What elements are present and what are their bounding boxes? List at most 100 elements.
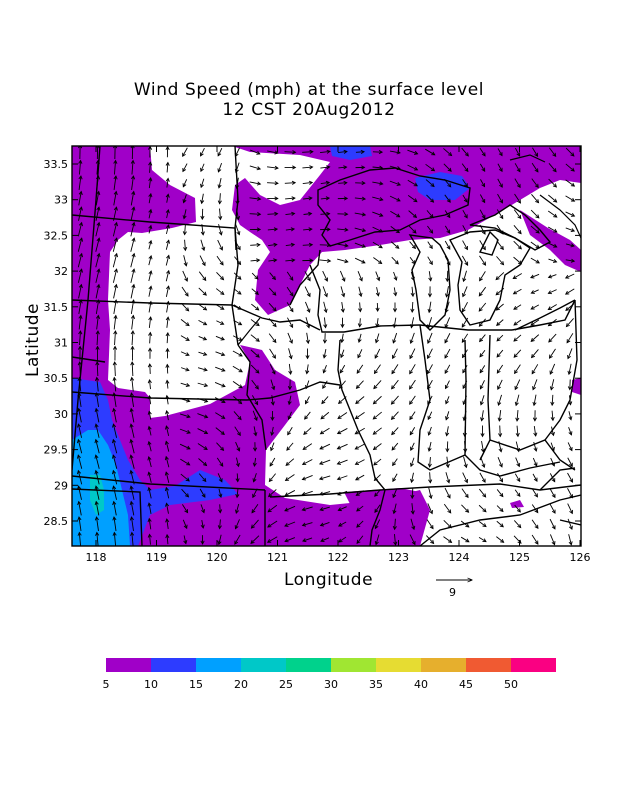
- legend-swatch: [106, 658, 151, 672]
- wind-vector-head: [322, 354, 327, 359]
- wind-vector-head: [547, 274, 553, 279]
- wind-vector-head: [235, 462, 240, 468]
- wind-vector: [497, 178, 503, 188]
- wind-vector: [165, 472, 170, 483]
- wind-vector: [565, 163, 575, 172]
- wind-vector-head: [497, 401, 502, 407]
- wind-vector-head: [289, 339, 293, 344]
- wind-vector: [409, 427, 416, 435]
- wind-vector-head: [165, 518, 170, 523]
- wind-vector: [532, 379, 538, 390]
- wind-vector-head: [411, 540, 416, 546]
- wind-vector: [565, 303, 575, 311]
- wind-vector: [531, 162, 539, 173]
- wind-vector-head: [570, 228, 576, 233]
- wind-vector: [112, 424, 118, 438]
- wind-vector-head: [390, 415, 395, 420]
- wind-vector: [461, 255, 469, 266]
- wind-vector: [461, 317, 469, 328]
- wind-vector-head: [77, 361, 82, 366]
- wind-vector-head: [288, 355, 293, 360]
- wind-vector-head: [482, 246, 486, 251]
- wind-vector: [148, 225, 152, 234]
- wind-vector: [268, 244, 277, 246]
- wind-vector: [216, 255, 224, 266]
- wind-vector: [130, 455, 135, 469]
- wind-vector: [268, 489, 277, 497]
- wind-vector: [166, 194, 169, 203]
- wind-vector: [198, 271, 207, 281]
- wind-vector: [338, 396, 347, 404]
- wind-vector: [443, 503, 452, 514]
- wind-vector: [96, 330, 99, 346]
- wind-vector: [179, 443, 191, 450]
- wind-vector-head: [94, 500, 99, 506]
- legend-swatch: [421, 658, 466, 672]
- wind-vector: [410, 271, 415, 281]
- wind-vector: [479, 224, 486, 235]
- wind-vector: [148, 456, 152, 468]
- wind-vector-head: [482, 523, 487, 528]
- wind-vector-head: [499, 214, 504, 220]
- wind-vector: [339, 364, 346, 374]
- wind-vector: [249, 181, 261, 185]
- wind-vector-head: [301, 476, 306, 481]
- wind-vector: [410, 317, 415, 328]
- wind-vector: [354, 227, 366, 232]
- legend-label: 15: [189, 678, 203, 691]
- wind-vector: [78, 517, 82, 531]
- wind-vector-head: [479, 353, 484, 358]
- wind-vector: [269, 457, 276, 467]
- wind-vector: [77, 470, 83, 485]
- wind-vector-head: [495, 306, 500, 311]
- wind-vector: [443, 148, 452, 156]
- wind-vector: [548, 274, 557, 278]
- wind-vector-head: [129, 454, 134, 459]
- wind-vector: [341, 301, 344, 313]
- wind-vector-head: [284, 523, 289, 527]
- wind-vector: [78, 160, 82, 175]
- wind-vector-head: [344, 259, 349, 264]
- wind-vector: [215, 366, 225, 372]
- wind-vector: [79, 361, 81, 377]
- wind-vector-head: [113, 268, 118, 273]
- wind-vector-head: [94, 516, 99, 521]
- wind-vector: [302, 490, 313, 496]
- wind-vector: [499, 425, 501, 437]
- wind-vector-head: [550, 416, 555, 422]
- wind-vector-head: [254, 275, 259, 280]
- wind-vector: [252, 488, 258, 498]
- wind-vector: [198, 303, 207, 311]
- wind-vector: [166, 209, 169, 219]
- wind-vector-head: [374, 524, 379, 530]
- wind-vector-head: [447, 524, 452, 529]
- wind-vector-head: [570, 258, 576, 263]
- wind-vector-head: [318, 460, 324, 465]
- wind-vector-head: [301, 461, 307, 466]
- wind-vector-head: [355, 492, 360, 496]
- wind-vector-head: [496, 353, 501, 358]
- wind-vector-head: [165, 300, 170, 306]
- wind-vector-head: [234, 540, 239, 545]
- wind-vector-head: [481, 198, 486, 204]
- wind-vector: [550, 379, 555, 390]
- wind-vector: [480, 456, 485, 468]
- wind-vector: [498, 394, 502, 406]
- wind-vector: [233, 288, 242, 295]
- wind-vector-head: [569, 478, 573, 483]
- wind-vector-head: [165, 224, 170, 229]
- wind-vector-head: [534, 152, 539, 158]
- wind-vector-head: [427, 308, 432, 314]
- wind-vector: [320, 150, 330, 154]
- wind-vector: [250, 319, 260, 326]
- wind-vector: [179, 413, 191, 418]
- wind-vector-head: [464, 478, 468, 484]
- wind-vector-head: [221, 367, 226, 372]
- wind-vector: [356, 364, 364, 374]
- wind-vector: [479, 488, 486, 498]
- wind-vector-head: [111, 438, 117, 444]
- wind-vector: [236, 177, 239, 189]
- wind-vector: [215, 288, 225, 295]
- wind-vector: [77, 238, 83, 252]
- wind-vector: [269, 473, 276, 482]
